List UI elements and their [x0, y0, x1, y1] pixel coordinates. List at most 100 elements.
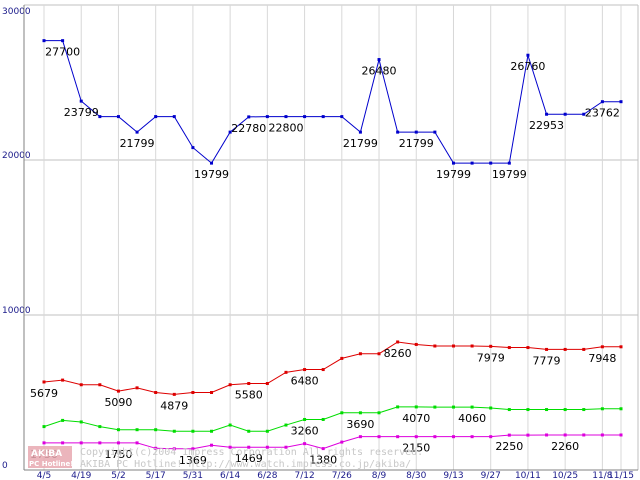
data-point	[545, 408, 549, 412]
data-label: 27700	[45, 46, 80, 59]
data-label: 19799	[194, 168, 229, 181]
data-point	[451, 405, 455, 409]
data-point	[42, 380, 46, 384]
data-point	[340, 440, 344, 444]
data-point	[600, 433, 604, 437]
series-line	[43, 341, 621, 395]
data-point	[42, 425, 46, 429]
data-point	[600, 100, 604, 104]
data-point	[135, 441, 139, 445]
data-point	[377, 352, 381, 356]
y-tick-label: 10000	[2, 306, 31, 316]
data-point	[489, 161, 493, 165]
x-tick-label: 8/30	[406, 471, 426, 480]
data-point	[210, 429, 214, 433]
data-point	[414, 405, 418, 409]
x-tick-label: 4/19	[71, 471, 91, 480]
data-point	[340, 411, 344, 415]
x-tick-label: 9/13	[443, 471, 463, 480]
series-line	[44, 434, 621, 450]
data-label: 22780	[231, 122, 266, 135]
data-point	[563, 433, 567, 437]
data-point	[303, 417, 307, 421]
data-point	[507, 346, 511, 350]
x-tick-label: 8/9	[372, 471, 387, 480]
data-label: 3690	[346, 418, 374, 431]
data-point	[545, 433, 549, 437]
data-point	[79, 383, 83, 387]
x-tick-label: 5/2	[111, 471, 125, 480]
data-label: 19799	[436, 168, 471, 181]
data-point	[545, 112, 549, 116]
data-point	[414, 342, 418, 346]
data-point	[433, 130, 437, 134]
data-label: 8260	[384, 347, 412, 360]
data-label: 4070	[402, 412, 430, 425]
data-point	[600, 407, 604, 411]
x-tick-label: 11/8	[592, 471, 612, 480]
data-point	[284, 370, 288, 374]
y-tick-label: 0	[2, 461, 8, 471]
x-tick-label: 5/17	[146, 471, 166, 480]
data-point	[451, 344, 455, 348]
data-point	[340, 356, 344, 360]
data-point	[79, 420, 83, 424]
data-point	[42, 39, 46, 43]
data-point	[358, 411, 362, 415]
data-point	[247, 445, 251, 449]
data-point	[526, 53, 530, 57]
data-point	[116, 428, 120, 432]
data-label: 23762	[585, 107, 620, 120]
data-label: 22953	[529, 119, 564, 132]
data-point	[507, 161, 511, 165]
data-label: 2250	[495, 440, 523, 453]
data-point	[135, 130, 139, 134]
series-line	[43, 406, 621, 432]
data-point	[396, 405, 400, 409]
data-point	[98, 425, 102, 429]
data-label: 4060	[458, 412, 486, 425]
data-point	[191, 447, 195, 451]
watermark-logo-bottom: PC Hotline!	[29, 460, 73, 468]
data-point	[154, 428, 158, 432]
x-tick-label: 6/28	[257, 471, 277, 480]
data-label: 3260	[291, 424, 319, 437]
data-point	[619, 100, 623, 104]
data-label: 26760	[510, 60, 545, 73]
x-tick-label: 6/14	[220, 471, 240, 480]
data-label: 6480	[291, 375, 319, 388]
data-point	[228, 445, 232, 449]
y-axis: 0 10000 20000 30000	[2, 5, 31, 471]
data-point	[303, 442, 307, 446]
data-point	[191, 391, 195, 394]
data-label: 23799	[64, 106, 99, 119]
data-label: 7948	[588, 352, 616, 365]
data-point	[433, 435, 437, 439]
x-tick-label: 9/27	[481, 471, 501, 480]
data-point	[321, 368, 325, 372]
data-point	[526, 346, 530, 350]
data-point	[321, 417, 325, 421]
data-point	[61, 39, 65, 43]
data-point	[228, 130, 232, 134]
data-point	[358, 130, 362, 134]
data-point	[172, 115, 176, 119]
series-2	[42, 405, 623, 433]
data-point	[154, 115, 158, 119]
data-point	[265, 382, 269, 386]
data-label: 1380	[309, 454, 337, 467]
data-point	[619, 345, 623, 349]
data-point	[470, 161, 474, 165]
data-point	[172, 392, 176, 396]
data-point	[358, 352, 362, 356]
data-label: 22800	[268, 122, 303, 135]
data-point	[582, 347, 586, 351]
data-label: 19799	[492, 168, 527, 181]
data-point	[265, 445, 269, 449]
data-point	[210, 391, 214, 394]
data-point	[545, 347, 549, 351]
data-point	[61, 378, 65, 382]
data-point	[247, 115, 251, 119]
data-point	[154, 391, 158, 394]
